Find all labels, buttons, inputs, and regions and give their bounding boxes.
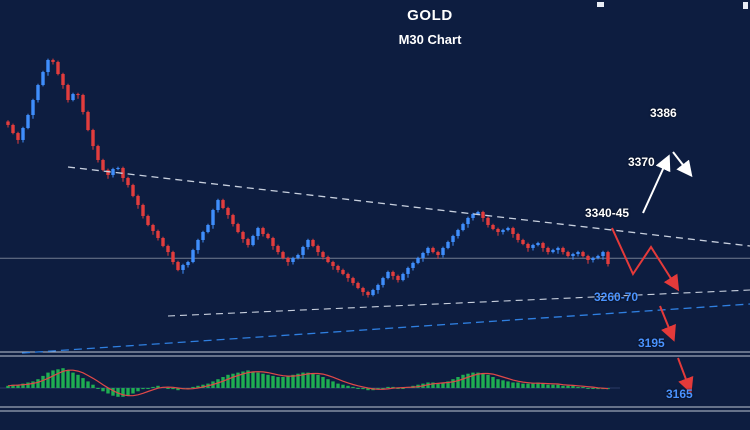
white-down-arrow[interactable] [672, 151, 693, 178]
red-zigzag-forecast[interactable] [611, 227, 680, 292]
macd-indicator [0, 368, 620, 397]
price-annotation-3165[interactable]: 3165 [666, 387, 693, 401]
price-annotation-3260-70[interactable]: 3260-70 [594, 290, 639, 304]
red-arrow-3195[interactable] [659, 305, 676, 342]
candlesticks [6, 58, 610, 298]
chart-shift-marker[interactable] [597, 2, 604, 7]
price-annotation-3370[interactable]: 3370 [628, 155, 655, 169]
lower-wedge-line[interactable] [167, 289, 750, 317]
ascending-blue-support[interactable] [21, 303, 750, 354]
upper-descending-trendline[interactable] [67, 166, 750, 247]
red-arrow-3165[interactable] [677, 357, 694, 394]
price-annotation-3386[interactable]: 3386 [650, 106, 677, 120]
corner-marker [743, 2, 748, 9]
price-annotation-3195[interactable]: 3195 [638, 336, 665, 350]
price-annotation-3340-45[interactable]: 3340-45 [585, 206, 630, 220]
signal-line [7, 369, 609, 397]
white-up-arrow[interactable] [642, 154, 671, 214]
